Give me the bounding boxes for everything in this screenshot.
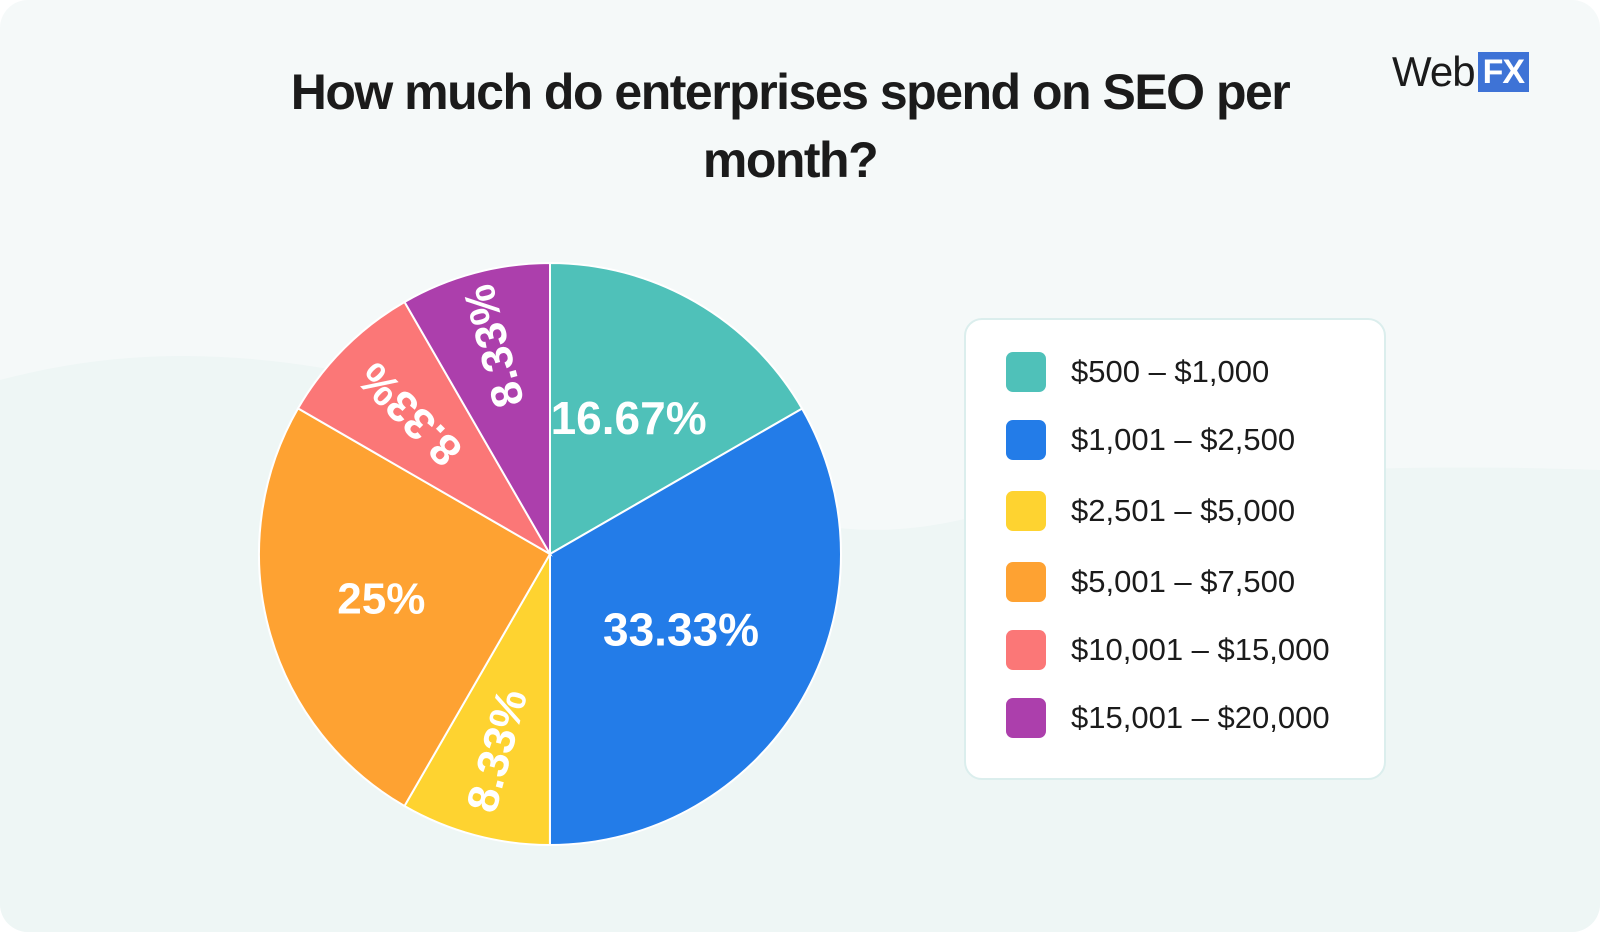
chart-legend: $500 – $1,000 $1,001 – $2,500 $2,501 – $5,… xyxy=(964,318,1386,780)
legend-item: $2,501 – $5,000 xyxy=(1006,491,1295,531)
legend-item: $1,001 – $2,500 xyxy=(1006,420,1295,460)
legend-label: $15,001 – $20,000 xyxy=(1071,700,1330,735)
legend-label: $5,001 – $7,500 xyxy=(1071,564,1296,599)
legend-swatch xyxy=(1006,420,1046,460)
legend-label: $1,001 – $2,500 xyxy=(1071,422,1296,457)
legend-label: $500 – $1,000 xyxy=(1071,354,1270,389)
pie-slice xyxy=(257,407,552,808)
pie-slice xyxy=(296,300,553,557)
legend-swatch xyxy=(1006,491,1046,531)
pie-slice xyxy=(548,407,842,847)
legend-swatch xyxy=(1006,562,1046,602)
legend-swatch xyxy=(1006,630,1046,670)
pie-slice-label: 16.67% xyxy=(551,392,707,444)
legend-item: $500 – $1,000 xyxy=(1006,352,1269,392)
pie-slice xyxy=(403,550,552,847)
pie-slice xyxy=(403,261,551,558)
legend-item: $10,001 – $15,000 xyxy=(1006,630,1330,670)
chart-title: How much do enterprises spend on SEO per… xyxy=(290,64,1291,188)
logo-web-text: Web xyxy=(1392,48,1476,95)
legend-swatch xyxy=(1006,352,1046,392)
legend-label: $10,001 – $15,000 xyxy=(1071,632,1330,667)
pie-slice-label: 33.33% xyxy=(603,604,759,656)
pie-slice xyxy=(549,261,804,556)
legend-item: $5,001 – $7,500 xyxy=(1006,562,1295,602)
legend-swatch xyxy=(1006,698,1046,738)
pie-slice-label: 25% xyxy=(337,575,425,624)
legend-label: $2,501 – $5,000 xyxy=(1071,493,1296,528)
logo-fx-badge: FX xyxy=(1477,52,1530,92)
webfx-logo: Web FX xyxy=(1392,48,1530,95)
legend-item: $15,001 – $20,000 xyxy=(1006,698,1330,738)
